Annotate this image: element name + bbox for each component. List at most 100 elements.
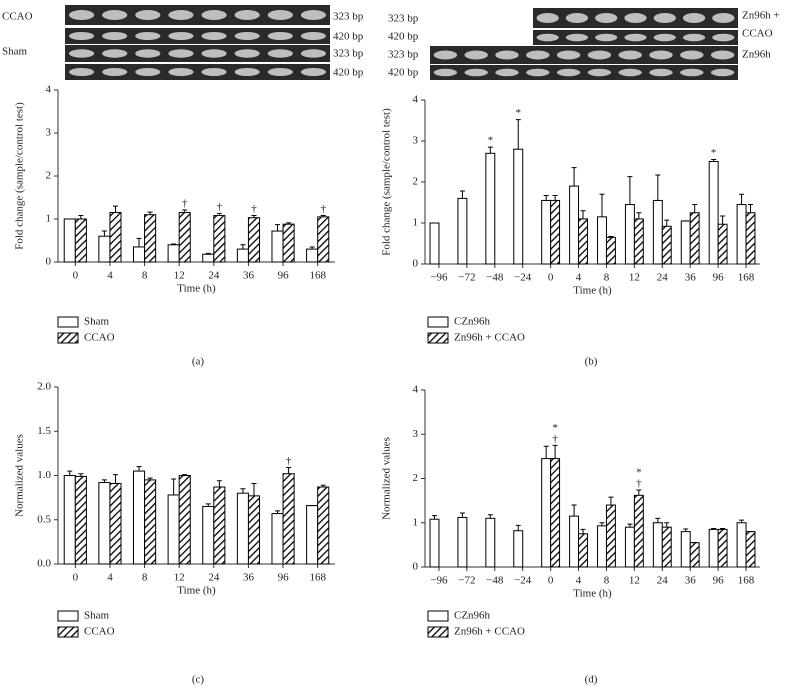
legend-swatch (427, 610, 449, 622)
x-tick-label: 36 (685, 575, 697, 587)
significance-marker: † (636, 478, 642, 490)
error-bar (251, 215, 257, 218)
bar (633, 494, 644, 568)
gel-band (556, 50, 581, 60)
gel-label: 323 bp (333, 48, 364, 60)
bar (306, 248, 319, 263)
legend-swatch (427, 316, 449, 328)
x-tick-label: −72 (458, 272, 475, 284)
gel-band (565, 33, 589, 42)
x-tick-label: 12 (174, 572, 185, 584)
error-bar (286, 222, 292, 225)
x-tick-label: 12 (174, 270, 185, 282)
error-bar (552, 444, 558, 459)
y-tick-label: 4 (413, 94, 419, 106)
bar (306, 505, 319, 565)
bar (680, 531, 691, 568)
bar (213, 215, 226, 263)
error-bar (275, 510, 281, 514)
error-bar (608, 236, 614, 238)
x-tick-label: −72 (458, 575, 475, 587)
legend-label: Zn96h + CCAO (454, 626, 525, 638)
gel-band (618, 68, 642, 77)
gel-band (201, 49, 227, 58)
gel-band (68, 10, 95, 20)
panel-label: (b) (585, 356, 598, 368)
gel-label: 323 bp (388, 49, 419, 61)
gel-label: 323 bp (388, 13, 419, 25)
gel-band (495, 68, 519, 77)
bar (652, 199, 663, 265)
y-tick-label: 4 (413, 384, 419, 396)
x-tick-label: 24 (208, 270, 220, 282)
significance-marker: † (251, 203, 257, 215)
y-tick-label: 2 (46, 170, 52, 182)
gel-band (618, 50, 642, 60)
bar (282, 223, 295, 263)
y-tick-label: 1 (413, 516, 419, 528)
x-tick-label: −24 (514, 575, 532, 587)
error-bar (67, 470, 73, 476)
x-axis-label: Time (h) (177, 283, 216, 295)
y-tick-label: 0.0 (37, 558, 51, 570)
x-tick-label: 36 (243, 572, 255, 584)
x-tick-label: 0 (73, 270, 79, 282)
gel-band (710, 68, 735, 77)
legend-swatch (57, 610, 79, 622)
significance-marker: * (711, 147, 717, 159)
x-tick-label: 4 (576, 272, 582, 284)
bar (745, 212, 756, 265)
y-tick-label: 2 (413, 176, 419, 188)
gel-band (300, 32, 327, 40)
panel-label: (d) (585, 674, 598, 686)
error-bar (309, 246, 315, 250)
bar (74, 475, 87, 565)
error-bar (748, 204, 754, 213)
gel-band (234, 32, 260, 40)
bar (569, 515, 580, 568)
error-bar (78, 473, 84, 477)
bar (178, 475, 191, 565)
gel-band (68, 49, 95, 58)
significance-marker: * (515, 107, 521, 119)
x-tick-label: 24 (208, 572, 220, 584)
significance-marker: * (488, 135, 494, 147)
gel-band (587, 50, 612, 60)
gel-band (556, 68, 581, 77)
error-bar (320, 215, 326, 217)
x-tick-label: −96 (430, 575, 448, 587)
gel-label: 420 bp (388, 31, 419, 43)
x-tick-label: 168 (738, 575, 755, 587)
gel-band (201, 68, 227, 76)
bar (167, 244, 180, 263)
bar (513, 148, 524, 265)
error-bar (515, 119, 521, 150)
x-tick-label: 36 (685, 272, 697, 284)
gel-band (267, 10, 293, 20)
bar (132, 246, 146, 263)
gel-band (168, 49, 194, 58)
bar (178, 212, 191, 263)
bar (109, 212, 122, 263)
x-tick-label: 0 (73, 572, 79, 584)
gel-band (682, 33, 706, 42)
x-tick-label: 36 (243, 270, 255, 282)
panel-label: (c) (192, 674, 205, 686)
y-tick-label: 4 (46, 84, 52, 96)
legend-label: Sham (84, 316, 110, 328)
gel-band (712, 13, 735, 23)
bar (247, 217, 261, 263)
x-tick-label: −96 (430, 272, 448, 284)
gel-band (300, 68, 327, 76)
y-tick-label: 0 (46, 256, 52, 268)
significance-marker: † (552, 433, 558, 445)
legend-label: CZn96h (454, 316, 491, 328)
y-axis-label: Fold change (sample/control test) (14, 102, 26, 250)
gel-band (495, 50, 519, 60)
x-axis-label: Time (h) (177, 585, 216, 597)
x-tick-label: 8 (604, 272, 610, 284)
significance-marker: † (182, 198, 188, 210)
error-bar (275, 224, 281, 232)
bar (550, 458, 561, 568)
y-tick-label: 1.0 (37, 469, 51, 481)
